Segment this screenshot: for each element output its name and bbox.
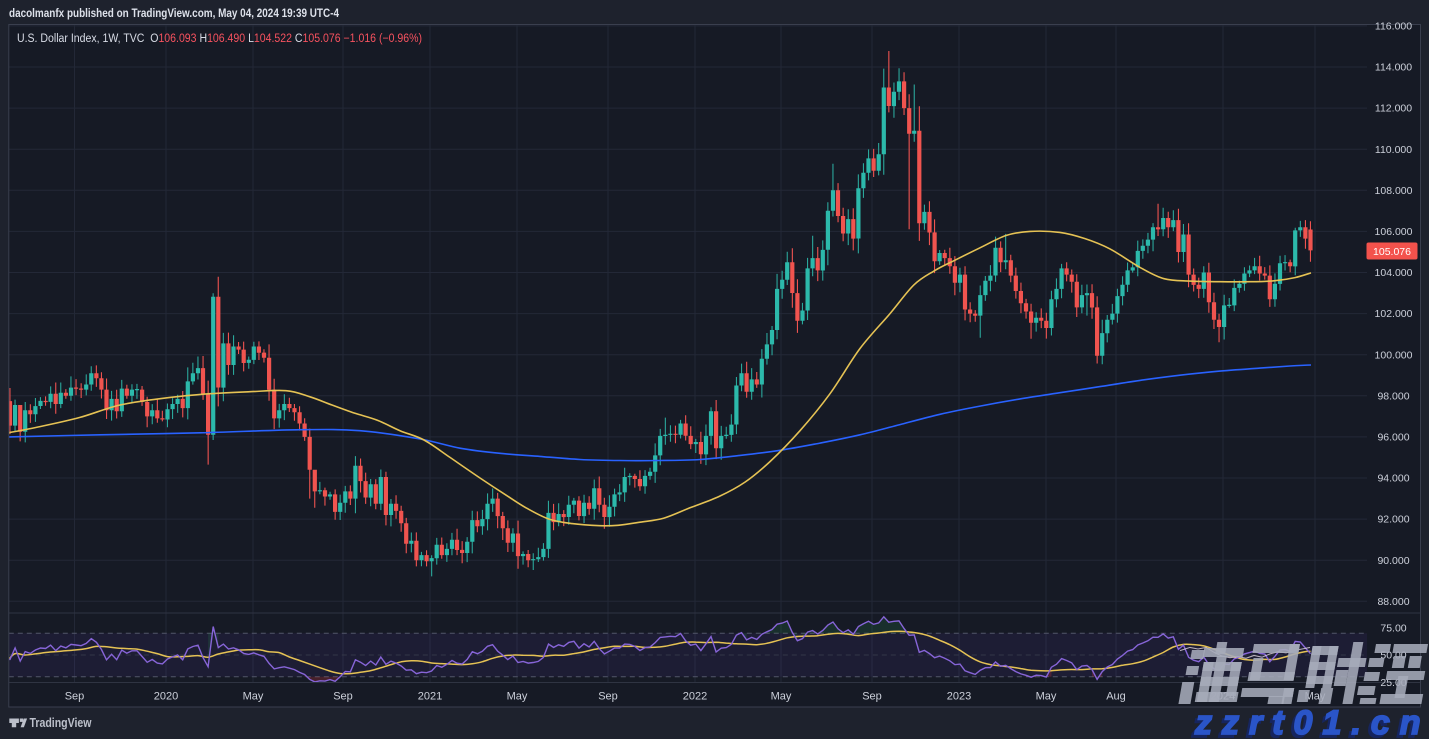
svg-text:May: May bbox=[243, 691, 264, 703]
svg-text:zzrt01.cn: zzrt01.cn bbox=[1194, 704, 1429, 739]
svg-text:100.000: 100.000 bbox=[1375, 349, 1413, 361]
svg-text:112.000: 112.000 bbox=[1375, 103, 1412, 115]
svg-text:Sep: Sep bbox=[598, 691, 618, 703]
svg-text:May: May bbox=[1036, 691, 1057, 703]
svg-text:U.S. Dollar Index, 1W, TVC O1: U.S. Dollar Index, 1W, TVC O106.093 H106… bbox=[17, 33, 422, 45]
svg-text:88.000: 88.000 bbox=[1377, 596, 1409, 608]
svg-text:92.000: 92.000 bbox=[1377, 514, 1409, 526]
svg-text:105.076: 105.076 bbox=[1373, 246, 1411, 258]
svg-text:zzrt01.cn: zzrt01.cn bbox=[1191, 707, 1428, 739]
svg-text:2020: 2020 bbox=[154, 691, 178, 703]
svg-text:114.000: 114.000 bbox=[1375, 62, 1412, 74]
svg-text:May: May bbox=[507, 691, 528, 703]
svg-text:Sep: Sep bbox=[333, 691, 353, 703]
svg-text:108.000: 108.000 bbox=[1375, 185, 1413, 197]
svg-text:Aug: Aug bbox=[1106, 691, 1126, 703]
svg-text:116.000: 116.000 bbox=[1375, 21, 1412, 33]
svg-text:May: May bbox=[771, 691, 792, 703]
svg-text:102.000: 102.000 bbox=[1375, 308, 1413, 320]
svg-text:98.000: 98.000 bbox=[1377, 390, 1409, 402]
svg-text:110.000: 110.000 bbox=[1375, 144, 1412, 156]
svg-text:Sep: Sep bbox=[862, 691, 882, 703]
svg-text:75.00: 75.00 bbox=[1380, 622, 1406, 634]
svg-text:106.000: 106.000 bbox=[1375, 226, 1413, 238]
svg-text:96.000: 96.000 bbox=[1377, 432, 1409, 444]
svg-text:104.000: 104.000 bbox=[1375, 267, 1413, 279]
svg-text:TradingView: TradingView bbox=[30, 716, 92, 730]
svg-text:2023: 2023 bbox=[947, 691, 971, 703]
svg-text:2021: 2021 bbox=[418, 691, 442, 703]
svg-text:dacolmanfx published on Tradin: dacolmanfx published on TradingView.com,… bbox=[9, 8, 340, 20]
svg-text:2022: 2022 bbox=[683, 691, 707, 703]
svg-text:90.000: 90.000 bbox=[1377, 555, 1409, 567]
svg-text:94.000: 94.000 bbox=[1377, 473, 1409, 485]
svg-text:Sep: Sep bbox=[65, 691, 85, 703]
